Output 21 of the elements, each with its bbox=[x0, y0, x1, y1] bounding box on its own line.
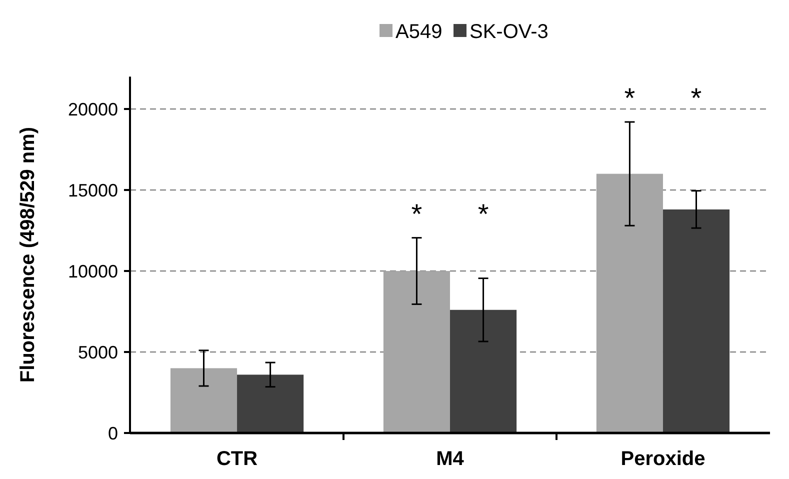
y-tick-label: 10000 bbox=[68, 261, 118, 282]
x-tick-label: M4 bbox=[436, 448, 465, 470]
annotation: * bbox=[478, 198, 489, 230]
x-tick-label: Peroxide bbox=[620, 448, 706, 470]
y-axis-title: Fluorescence (498/529 nm) bbox=[17, 126, 39, 383]
y-tick-label: 15000 bbox=[68, 180, 118, 200]
bar bbox=[662, 209, 730, 433]
bar bbox=[237, 374, 304, 433]
bar bbox=[170, 368, 238, 433]
x-tick-label: CTR bbox=[216, 448, 258, 470]
bar bbox=[450, 310, 517, 433]
annotation: * bbox=[690, 82, 702, 114]
bar bbox=[596, 174, 663, 433]
annotation: * bbox=[411, 198, 422, 230]
legend-label: A549 bbox=[396, 21, 442, 43]
annotation: * bbox=[624, 82, 636, 114]
y-tick-label: 20000 bbox=[68, 99, 118, 120]
y-tick-label: 0 bbox=[108, 423, 118, 444]
legend-label: SK-OV-3 bbox=[470, 21, 548, 43]
bar bbox=[383, 271, 450, 433]
y-tick-label: 5000 bbox=[78, 342, 118, 362]
